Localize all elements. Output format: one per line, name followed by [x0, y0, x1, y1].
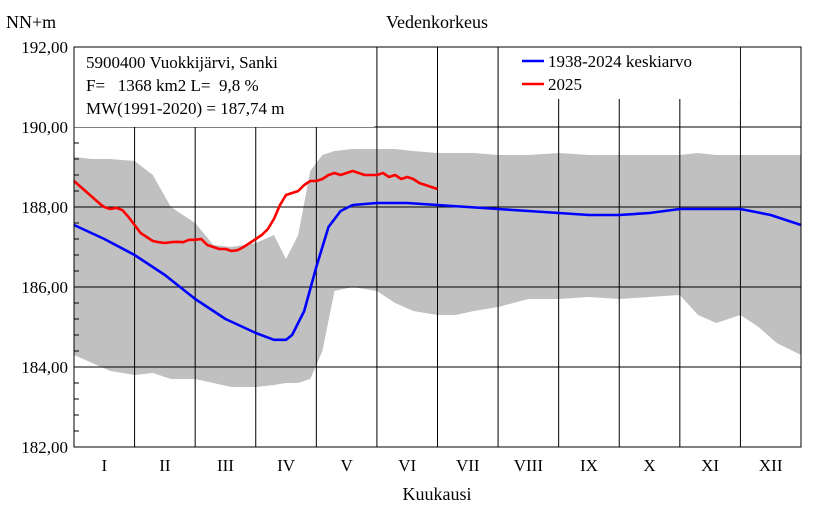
info-line-mean: MW(1991-2020) = 187,74 m: [86, 99, 284, 118]
x-tick-label-x: X: [643, 456, 655, 475]
y-tick-label-4: 190,00: [21, 118, 68, 137]
x-tick-label-v: V: [340, 456, 353, 475]
info-line-area: F= 1368 km2 L= 9,8 %: [86, 76, 259, 95]
x-tick-label-iii: III: [217, 456, 234, 475]
series-line-2025: [73, 169, 438, 253]
legend-box: [515, 47, 740, 99]
x-tick-label-ii: II: [159, 456, 171, 475]
series-layer: [73, 169, 802, 342]
plot-frame: [73, 46, 802, 448]
info-line-station: 5900400 Vuokkijärvi, Sanki: [86, 53, 278, 72]
x-tick-label-viii: VIII: [514, 456, 544, 475]
x-tick-label-i: I: [101, 456, 107, 475]
legend-label-2025: 2025: [548, 75, 582, 94]
x-axis-label: Kuukausi: [403, 484, 472, 504]
y-tick-label-5: 192,00: [21, 38, 68, 57]
y-tick-label-1: 184,00: [21, 358, 68, 377]
legend-label-average: 1938-2024 keskiarvo: [548, 52, 692, 71]
info-box: [74, 47, 374, 127]
y-tick-label-2: 186,00: [21, 278, 68, 297]
x-tick-label-ix: IX: [580, 456, 598, 475]
x-tick-label-iv: IV: [277, 456, 296, 475]
x-tick-label-vii: VII: [456, 456, 480, 475]
y-tick-label-0: 182,00: [21, 438, 68, 457]
chart-title: Vedenkorkeus: [386, 12, 488, 32]
x-tick-label-xi: XI: [701, 456, 719, 475]
series-line-average: [73, 201, 802, 342]
y-tick-label-3: 188,00: [21, 198, 68, 217]
x-tick-label-xii: XII: [759, 456, 783, 475]
x-tick-label-vi: VI: [398, 456, 416, 475]
y-axis-label: NN+m: [6, 12, 56, 32]
